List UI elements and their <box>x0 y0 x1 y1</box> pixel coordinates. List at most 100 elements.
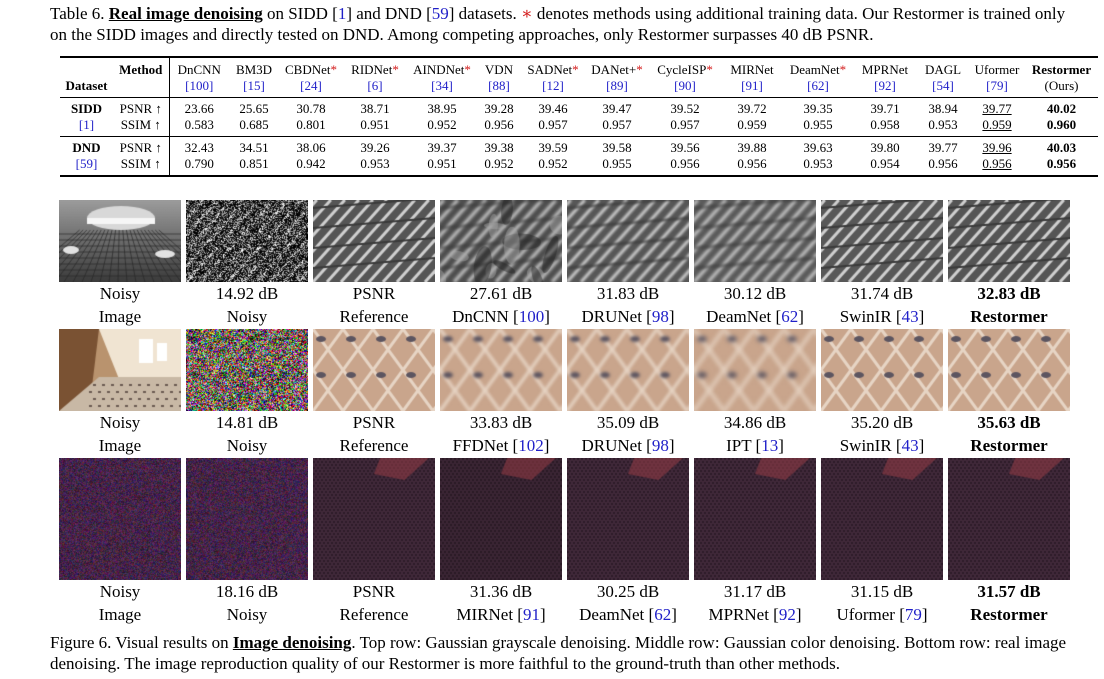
metric-value: 23.66 <box>184 101 214 116</box>
method-name: Uformer <box>974 62 1020 77</box>
noisy-image <box>186 458 308 580</box>
method-label: DnCNN [100] <box>452 307 550 326</box>
method-ref: [90] <box>674 78 696 93</box>
dataset-header-cell <box>60 57 113 78</box>
dataset-name: DND <box>72 140 101 155</box>
extra-data-star: * <box>839 62 847 77</box>
psnr-label: 31.15 dB <box>850 582 914 601</box>
psnr-label: 31.74 dB <box>850 284 914 303</box>
method-ref: [89] <box>606 78 628 93</box>
tile-canvas <box>59 200 181 282</box>
method-label: Noisy <box>226 436 268 455</box>
method-d-image <box>821 458 943 580</box>
tile-canvas <box>440 329 562 411</box>
method-label: DeamNet [62] <box>706 307 804 326</box>
method-label: IPT [13] <box>726 436 784 455</box>
tile-canvas <box>313 200 435 282</box>
method-label: Reference <box>339 436 409 455</box>
reference-image <box>313 200 435 282</box>
tile-canvas <box>186 458 308 580</box>
metric-value: 39.77 <box>928 140 958 155</box>
reference-image <box>313 458 435 580</box>
metric-label: SSIM ↑ <box>113 117 170 137</box>
method-name: MIRNet <box>730 62 774 77</box>
metric-value: 0.955 <box>803 117 833 132</box>
method-b-image <box>567 200 689 282</box>
method-c-image <box>694 458 816 580</box>
method-label: Noisy <box>226 307 268 326</box>
method-ref: [79] <box>986 78 1008 93</box>
metric-value: 0.583 <box>184 117 214 132</box>
tile-canvas <box>821 458 943 580</box>
table-row: DND PSNR ↑ 32.43 34.51 38.06 39.26 39.37 39.38 3… <box>60 136 1098 156</box>
tile-canvas <box>694 329 816 411</box>
method-a-image <box>440 458 562 580</box>
metric-value: 0.952 <box>538 156 568 171</box>
method-label: MPRNet [92] <box>708 605 802 624</box>
metric-value: 0.851 <box>239 156 269 171</box>
tile-canvas <box>59 329 181 411</box>
tile-canvas <box>59 458 181 580</box>
psnr-label: 35.63 dB <box>977 413 1041 432</box>
method-ref: (Ours) <box>1044 78 1079 93</box>
metric-value: 39.80 <box>870 140 900 155</box>
method-name: AINDNet* <box>413 62 471 77</box>
psnr-label: 14.92 dB <box>215 284 279 303</box>
tile-canvas <box>948 329 1070 411</box>
metric-value: 39.96 <box>982 140 1012 155</box>
method-c-image <box>694 329 816 411</box>
method-ref: [12] <box>542 78 564 93</box>
table-caption: Table 6. Real image denoising on SIDD [1… <box>50 4 1066 44</box>
metric-value: 0.951 <box>427 156 457 171</box>
metric-value: 39.59 <box>538 140 568 155</box>
metric-value: 39.56 <box>670 140 700 155</box>
method-name: Restormer <box>1031 62 1092 77</box>
metric-value: 39.88 <box>737 140 767 155</box>
extra-data-star: * <box>464 62 471 77</box>
metric-value: 0.956 <box>928 156 958 171</box>
metric-value: 0.790 <box>184 156 214 171</box>
metric-value: 0.953 <box>803 156 833 171</box>
psnr-label: PSNR <box>352 413 396 432</box>
tile-canvas <box>567 458 689 580</box>
method-ref-cell <box>113 78 170 98</box>
method-ref: [6] <box>367 78 383 93</box>
psnr-label: 34.86 dB <box>723 413 787 432</box>
method-d-image <box>821 329 943 411</box>
method-label: DRUNet [98] <box>581 436 675 455</box>
psnr-label: 35.20 dB <box>850 413 914 432</box>
restormer-image <box>948 458 1070 580</box>
tile-canvas <box>821 200 943 282</box>
metric-value: 0.685 <box>239 117 269 132</box>
method-name: DnCNN <box>177 62 221 77</box>
method-ref: [92] <box>874 78 896 93</box>
psnr-label: 18.16 dB <box>215 582 279 601</box>
method-header: Method <box>113 57 170 78</box>
method-ref: [100] <box>185 78 214 93</box>
method-b-image <box>567 329 689 411</box>
metric-value: 0.956 <box>484 117 514 132</box>
method-label: DeamNet [62] <box>579 605 677 624</box>
metric-value: 0.801 <box>296 117 326 132</box>
method-label: MIRNet [91] <box>456 605 546 624</box>
psnr-label: Noisy <box>99 582 141 601</box>
tile-canvas <box>694 458 816 580</box>
tile-canvas <box>186 200 308 282</box>
dataset-header: Dataset <box>65 78 108 93</box>
metric-value: 30.78 <box>296 101 326 116</box>
method-label: Reference <box>339 307 409 326</box>
metric-label: PSNR ↑ <box>113 97 170 117</box>
metric-value: 0.956 <box>1046 156 1077 171</box>
method-label: Noisy <box>226 605 268 624</box>
tile-canvas <box>948 200 1070 282</box>
method-label: Uformer [79] <box>836 605 928 624</box>
method-ref: [91] <box>741 78 763 93</box>
tile-canvas <box>821 329 943 411</box>
metric-value: 0.957 <box>602 117 632 132</box>
metric-value: 0.956 <box>737 156 767 171</box>
metric-value: 0.956 <box>982 156 1012 171</box>
metric-value: 0.942 <box>296 156 326 171</box>
tile-canvas <box>440 458 562 580</box>
metric-value: 38.94 <box>928 101 958 116</box>
method-ref: [34] <box>431 78 453 93</box>
